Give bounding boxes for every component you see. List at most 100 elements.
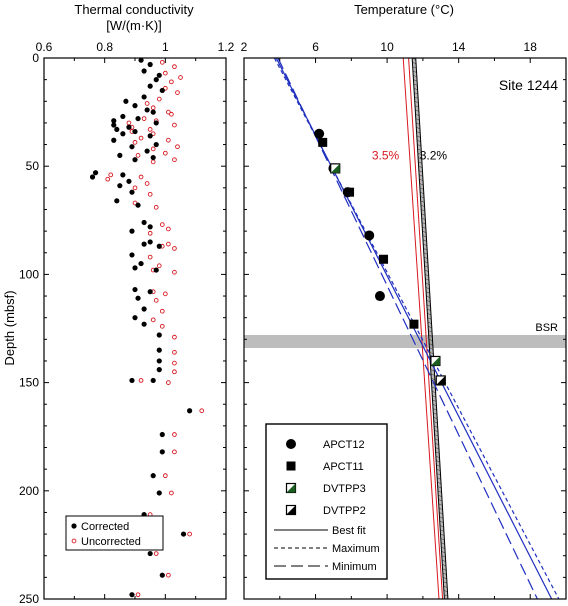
gradient-hatch-line bbox=[435, 455, 440, 458]
gradient-hatch-line bbox=[423, 243, 427, 246]
uncorrected-point bbox=[153, 551, 159, 556]
corrected-point bbox=[120, 131, 126, 137]
gradient-hatch-line bbox=[434, 442, 439, 445]
gradient-hatch-line bbox=[425, 278, 429, 281]
corrected-point bbox=[156, 332, 162, 338]
gradient-hatch-line bbox=[421, 213, 426, 216]
gradient-hatch-line bbox=[420, 204, 425, 207]
left-y-tick-label: 100 bbox=[19, 267, 39, 281]
gradient-hatch-line bbox=[419, 178, 424, 181]
apct11-point bbox=[318, 137, 328, 147]
gradient-hatch-line bbox=[436, 473, 441, 476]
gradient-hatch-line bbox=[433, 412, 437, 415]
gradient-hatch-line bbox=[441, 555, 446, 558]
gradient-hatch-line bbox=[432, 395, 436, 398]
legend-dvtpp3-marker bbox=[285, 482, 297, 494]
gradient-hatch-line bbox=[418, 161, 423, 164]
uncorrected-point bbox=[169, 111, 174, 117]
uncorrected-point bbox=[150, 146, 156, 152]
corrected-point bbox=[141, 306, 147, 312]
corrected-point bbox=[123, 98, 129, 104]
corrected-point bbox=[129, 377, 135, 384]
right-x-tick-label: 18 bbox=[524, 40, 538, 54]
left-y-tick-label: 0 bbox=[32, 51, 39, 65]
gradient-hatch-line bbox=[414, 92, 418, 95]
uncorrected-point bbox=[153, 298, 159, 303]
uncorrected-point bbox=[162, 473, 168, 479]
gradient-hatch-line bbox=[438, 494, 442, 497]
gradient-hatch-line bbox=[441, 546, 445, 549]
dvtpp2-point-fill bbox=[436, 375, 446, 385]
left-plot: 0.6 0.8 1 1.2 0 50 100 150 200 250 Corrected Uncorr… bbox=[19, 40, 235, 606]
uncorrected-point bbox=[135, 153, 141, 158]
corrected-point bbox=[135, 202, 141, 208]
corrected-point bbox=[141, 241, 147, 247]
gradient-hatch-line bbox=[418, 165, 423, 168]
gradient-hatch-line bbox=[438, 499, 443, 502]
gradient-hatch-line bbox=[426, 308, 431, 311]
corrected-point bbox=[132, 128, 138, 135]
corrected-point bbox=[132, 103, 138, 109]
gradient-hatch-line bbox=[432, 408, 437, 411]
uncorrected-point bbox=[162, 70, 168, 76]
gradient-hatch-line bbox=[440, 529, 444, 532]
corrected-point bbox=[147, 289, 153, 295]
corrected-point bbox=[111, 137, 117, 143]
uncorrected-point bbox=[105, 176, 111, 182]
gradient-hatch-line bbox=[428, 330, 433, 333]
corrected-point bbox=[132, 315, 138, 321]
gradient-hatch-line bbox=[441, 559, 446, 562]
gradient-hatch-line bbox=[420, 196, 425, 199]
uncorrected-point bbox=[172, 122, 177, 128]
uncorrected-point bbox=[138, 174, 144, 180]
gradient-hatch-line bbox=[414, 96, 419, 99]
uncorrected-point bbox=[144, 181, 150, 186]
corrected-point bbox=[147, 239, 153, 245]
corrected-point bbox=[156, 358, 162, 364]
gradient-hatch-line bbox=[417, 148, 422, 151]
apct11-point bbox=[345, 187, 355, 197]
apct11-point bbox=[409, 319, 419, 329]
gradient-hatch-line bbox=[422, 230, 427, 233]
gradient-hatch-line bbox=[439, 516, 444, 519]
gradient-line-black bbox=[415, 58, 449, 599]
corrected-point bbox=[159, 87, 165, 94]
legend-fit-short-dash-label: Maximum bbox=[332, 543, 380, 555]
left-x-tick-label: 1 bbox=[162, 40, 169, 54]
gradient-hatch-line bbox=[438, 503, 443, 506]
uncorrected-point bbox=[147, 230, 153, 236]
corrected-point bbox=[129, 228, 135, 234]
gradient-hatch-line bbox=[438, 507, 443, 510]
gradient-label-red: 3.5% bbox=[372, 148, 400, 162]
uncorrected-point bbox=[150, 159, 156, 165]
uncorrected-point bbox=[166, 572, 171, 578]
gradient-hatch-line bbox=[440, 533, 445, 536]
gradient-hatch-line bbox=[427, 317, 432, 320]
corrected-point bbox=[92, 170, 99, 176]
uncorrected-point bbox=[172, 157, 177, 163]
legend-corrected-marker bbox=[71, 523, 77, 529]
legend-dvtpp3-marker-fill bbox=[286, 483, 296, 493]
dvtpp3-point bbox=[330, 163, 341, 174]
gradient-hatch-line bbox=[419, 183, 424, 186]
dvtpp3-point-fill bbox=[330, 163, 340, 173]
gradient-hatch-line bbox=[412, 70, 417, 73]
bsr-band bbox=[244, 334, 566, 348]
gradient-hatch-line bbox=[431, 378, 435, 381]
gradient-hatch-line bbox=[435, 451, 440, 454]
corrected-point bbox=[144, 148, 150, 154]
gradient-hatch-line bbox=[429, 343, 433, 346]
gradient-hatch-line bbox=[427, 313, 432, 316]
gradient-hatch-line bbox=[434, 429, 438, 432]
uncorrected-point bbox=[132, 140, 138, 145]
corrected-point bbox=[132, 157, 138, 163]
left-x-tick-label: 0.8 bbox=[96, 40, 113, 54]
corrected-point bbox=[117, 183, 123, 189]
gradient-hatch-line bbox=[425, 291, 430, 294]
gradient-label-black: 3.2% bbox=[420, 148, 448, 162]
uncorrected-point bbox=[147, 127, 153, 132]
corrected-point bbox=[150, 377, 156, 384]
left-legend-box bbox=[65, 515, 164, 551]
left-y-tick-label: 150 bbox=[19, 376, 39, 390]
gradient-hatch-line bbox=[432, 399, 437, 402]
